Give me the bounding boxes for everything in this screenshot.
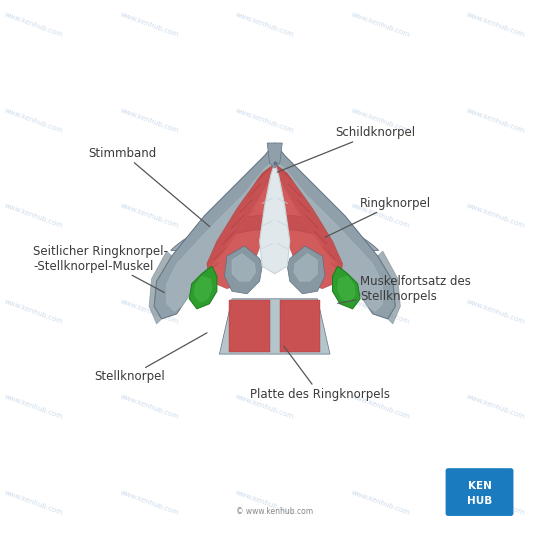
Text: © www.kenhub.com: © www.kenhub.com xyxy=(236,507,313,516)
Polygon shape xyxy=(171,215,378,252)
Text: www.kenhub.com: www.kenhub.com xyxy=(350,489,410,516)
Polygon shape xyxy=(154,143,274,319)
Text: Schildknorpel: Schildknorpel xyxy=(277,126,415,172)
Polygon shape xyxy=(267,143,282,168)
Text: www.kenhub.com: www.kenhub.com xyxy=(350,107,410,134)
Text: www.kenhub.com: www.kenhub.com xyxy=(235,393,295,421)
Text: KEN: KEN xyxy=(468,481,492,491)
Text: www.kenhub.com: www.kenhub.com xyxy=(466,298,526,325)
Text: www.kenhub.com: www.kenhub.com xyxy=(466,107,526,134)
Text: www.kenhub.com: www.kenhub.com xyxy=(119,11,179,38)
Text: www.kenhub.com: www.kenhub.com xyxy=(466,393,526,421)
Text: Seitlicher Ringknorpel-
-Stellknorpel-Muskel: Seitlicher Ringknorpel- -Stellknorpel-Mu… xyxy=(34,245,168,293)
Polygon shape xyxy=(272,166,343,289)
Text: www.kenhub.com: www.kenhub.com xyxy=(119,393,179,421)
Polygon shape xyxy=(378,251,400,324)
Polygon shape xyxy=(274,143,395,319)
Polygon shape xyxy=(232,254,256,281)
Text: Muskelfortsatz des
Stellknorpels: Muskelfortsatz des Stellknorpels xyxy=(338,274,471,303)
Text: www.kenhub.com: www.kenhub.com xyxy=(3,298,63,325)
Text: www.kenhub.com: www.kenhub.com xyxy=(466,489,526,516)
Polygon shape xyxy=(189,266,217,309)
Text: Stimmband: Stimmband xyxy=(88,147,210,227)
Text: www.kenhub.com: www.kenhub.com xyxy=(119,203,179,229)
Text: www.kenhub.com: www.kenhub.com xyxy=(350,11,410,38)
Text: www.kenhub.com: www.kenhub.com xyxy=(235,107,295,134)
FancyBboxPatch shape xyxy=(446,468,513,516)
Polygon shape xyxy=(260,163,290,273)
Polygon shape xyxy=(280,300,320,352)
Text: www.kenhub.com: www.kenhub.com xyxy=(3,107,63,134)
Text: www.kenhub.com: www.kenhub.com xyxy=(350,298,410,325)
Text: www.kenhub.com: www.kenhub.com xyxy=(119,107,179,134)
Text: www.kenhub.com: www.kenhub.com xyxy=(466,203,526,229)
Text: www.kenhub.com: www.kenhub.com xyxy=(3,203,63,229)
Text: www.kenhub.com: www.kenhub.com xyxy=(350,203,410,229)
Polygon shape xyxy=(337,276,355,302)
Text: www.kenhub.com: www.kenhub.com xyxy=(466,11,526,38)
Text: www.kenhub.com: www.kenhub.com xyxy=(3,11,63,38)
Text: www.kenhub.com: www.kenhub.com xyxy=(119,298,179,325)
Text: www.kenhub.com: www.kenhub.com xyxy=(235,489,295,516)
Text: Stellknorpel: Stellknorpel xyxy=(94,333,207,383)
Polygon shape xyxy=(333,266,360,309)
Text: Ringknorpel: Ringknorpel xyxy=(325,197,431,237)
Polygon shape xyxy=(220,299,330,354)
Polygon shape xyxy=(294,254,318,281)
Text: www.kenhub.com: www.kenhub.com xyxy=(3,489,63,516)
Polygon shape xyxy=(230,300,270,352)
Polygon shape xyxy=(149,251,172,324)
Polygon shape xyxy=(167,160,274,311)
Text: www.kenhub.com: www.kenhub.com xyxy=(235,298,295,325)
Polygon shape xyxy=(195,276,212,302)
Text: www.kenhub.com: www.kenhub.com xyxy=(235,203,295,229)
Text: Platte des Ringknorpels: Platte des Ringknorpels xyxy=(249,346,390,401)
Text: www.kenhub.com: www.kenhub.com xyxy=(235,11,295,38)
Text: www.kenhub.com: www.kenhub.com xyxy=(350,393,410,421)
Text: www.kenhub.com: www.kenhub.com xyxy=(119,489,179,516)
Polygon shape xyxy=(274,160,383,311)
Polygon shape xyxy=(287,246,325,294)
Text: www.kenhub.com: www.kenhub.com xyxy=(3,393,63,421)
Polygon shape xyxy=(224,246,262,294)
Polygon shape xyxy=(207,166,277,289)
Text: HUB: HUB xyxy=(467,496,492,506)
